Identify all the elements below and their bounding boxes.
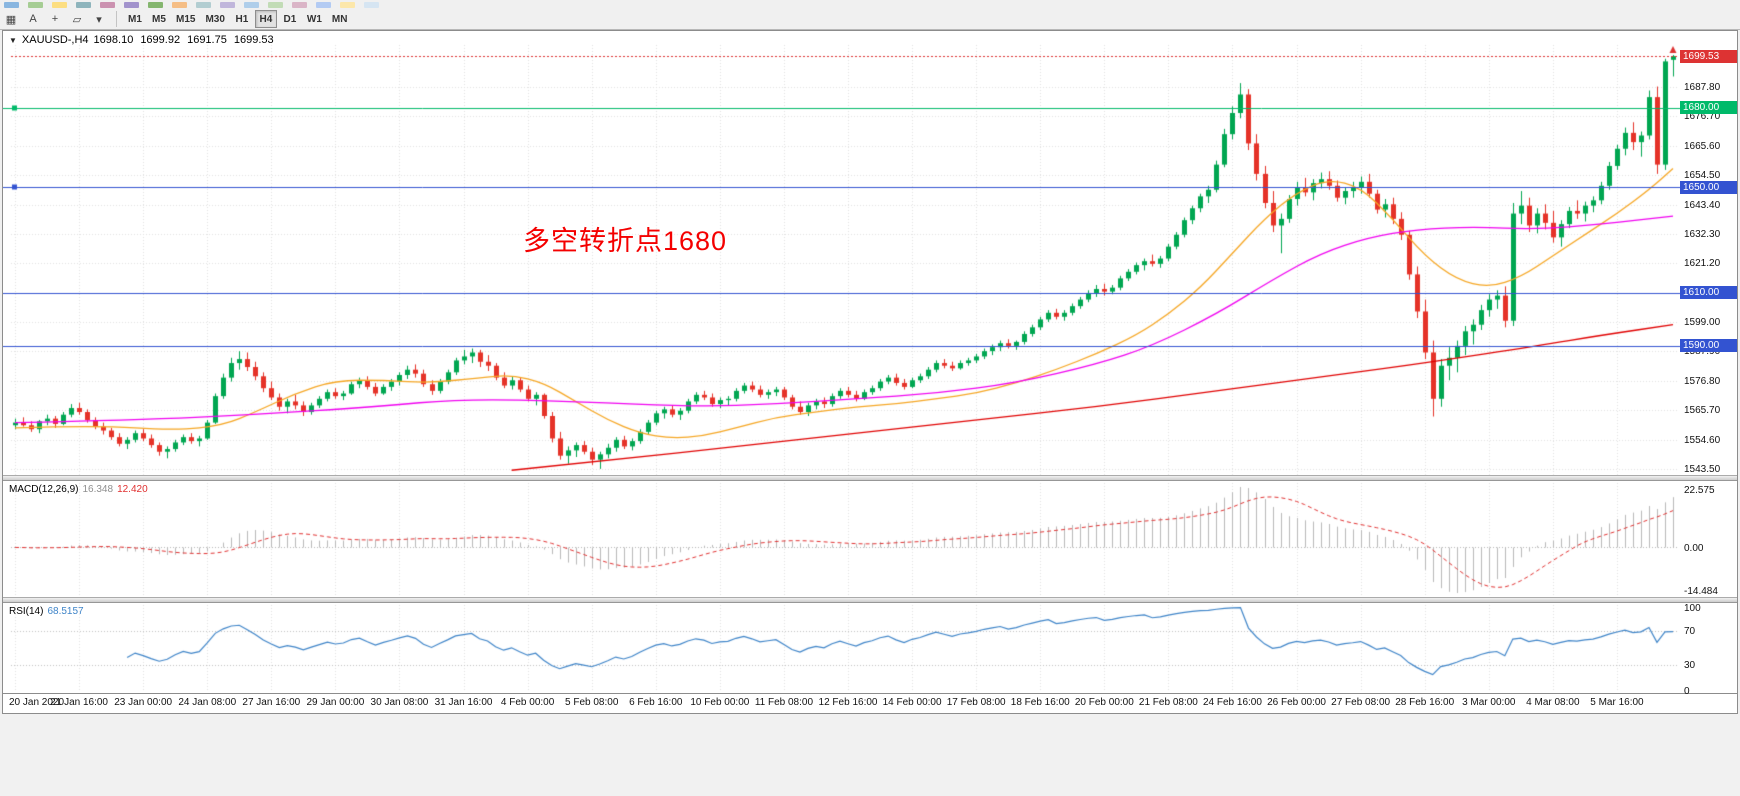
line-mode-icon[interactable] [364, 2, 379, 8]
zoom-out-icon[interactable] [268, 2, 283, 8]
macd-signal-value: 12.420 [117, 484, 148, 495]
chart-annotation: 多空转折点1680 [523, 226, 728, 256]
autotrading-icon[interactable] [148, 2, 163, 8]
timeframe-toolbar: M1 M5 M15 M30 H1 H4 D1 W1 MN [123, 10, 352, 28]
ohlc-high: 1699.92 [140, 34, 181, 46]
macd-label: MACD(12,26,9) 16.348 12.420 [9, 484, 148, 495]
symbol-label: XAUUSD-,H4 [21, 34, 89, 46]
toolbar: ▦ A + ▱ ▾ M1 M5 M15 M30 H1 H4 D1 W1 MN [0, 0, 1740, 30]
chart-canvas[interactable] [3, 31, 1737, 711]
shapes-tool-icon[interactable]: ▱ [72, 13, 82, 26]
timeframe-w1[interactable]: W1 [306, 14, 322, 25]
zoom-in-icon[interactable] [244, 2, 259, 8]
shapes-dropdown-icon[interactable]: ▾ [96, 13, 102, 26]
indicators-icon[interactable] [220, 2, 235, 8]
bars-mode-icon[interactable] [316, 2, 331, 8]
new-chart-icon[interactable] [172, 2, 187, 8]
profiles-icon[interactable] [52, 2, 67, 8]
drawing-tools: ▦ A + ▱ ▾ [0, 10, 110, 28]
bottom-empty-area [0, 714, 1740, 796]
rsi-name: RSI(14) [9, 606, 44, 617]
timeframe-d1[interactable]: D1 [283, 14, 297, 25]
chart-window-icon[interactable] [28, 2, 43, 8]
panel-divider-macd[interactable] [3, 475, 1737, 481]
ohlc-values: 1698.10 1699.92 1691.75 1699.53 [94, 34, 274, 46]
text-tool-icon[interactable]: A [29, 13, 37, 25]
grid-tool-icon[interactable]: ▦ [5, 13, 17, 26]
timeframe-h1[interactable]: H1 [235, 14, 249, 25]
timeframe-m5[interactable]: M5 [152, 14, 166, 25]
tool-separator [116, 11, 117, 27]
time-axis-divider [3, 693, 1737, 694]
candles-mode-icon[interactable] [340, 2, 355, 8]
macd-name: MACD(12,26,9) [9, 484, 79, 495]
timeframe-m15[interactable]: M15 [176, 14, 196, 25]
tools-row: ▦ A + ▱ ▾ M1 M5 M15 M30 H1 H4 D1 W1 MN [0, 8, 1740, 30]
rsi-value: 68.5157 [47, 606, 84, 617]
chart-title: ▼ XAUUSD-,H4 1698.10 1699.92 1691.75 169… [9, 34, 274, 46]
timeframe-mn[interactable]: MN [331, 14, 348, 25]
tile-windows-icon[interactable] [292, 2, 307, 8]
new-order-icon[interactable] [4, 2, 19, 8]
crosshair-tool-icon[interactable]: + [51, 13, 59, 25]
chart-menu-icon[interactable]: ▼ [9, 35, 17, 45]
macd-main-value: 16.348 [82, 484, 114, 495]
market-watch-icon[interactable] [76, 2, 91, 8]
chart-window: ▼ XAUUSD-,H4 1698.10 1699.92 1691.75 169… [2, 30, 1738, 714]
templates-icon[interactable] [196, 2, 211, 8]
ohlc-low: 1691.75 [187, 34, 227, 46]
ohlc-close: 1699.53 [233, 34, 274, 46]
ohlc-open: 1698.10 [93, 34, 134, 46]
timeframe-m1[interactable]: M1 [128, 14, 142, 25]
terminal-icon[interactable] [124, 2, 139, 8]
toolbar-strip [0, 0, 388, 8]
navigator-icon[interactable] [100, 2, 115, 8]
timeframe-h4[interactable]: H4 [254, 10, 277, 28]
rsi-label: RSI(14) 68.5157 [9, 606, 84, 617]
panel-divider-rsi[interactable] [3, 597, 1737, 603]
timeframe-m30[interactable]: M30 [205, 14, 225, 25]
